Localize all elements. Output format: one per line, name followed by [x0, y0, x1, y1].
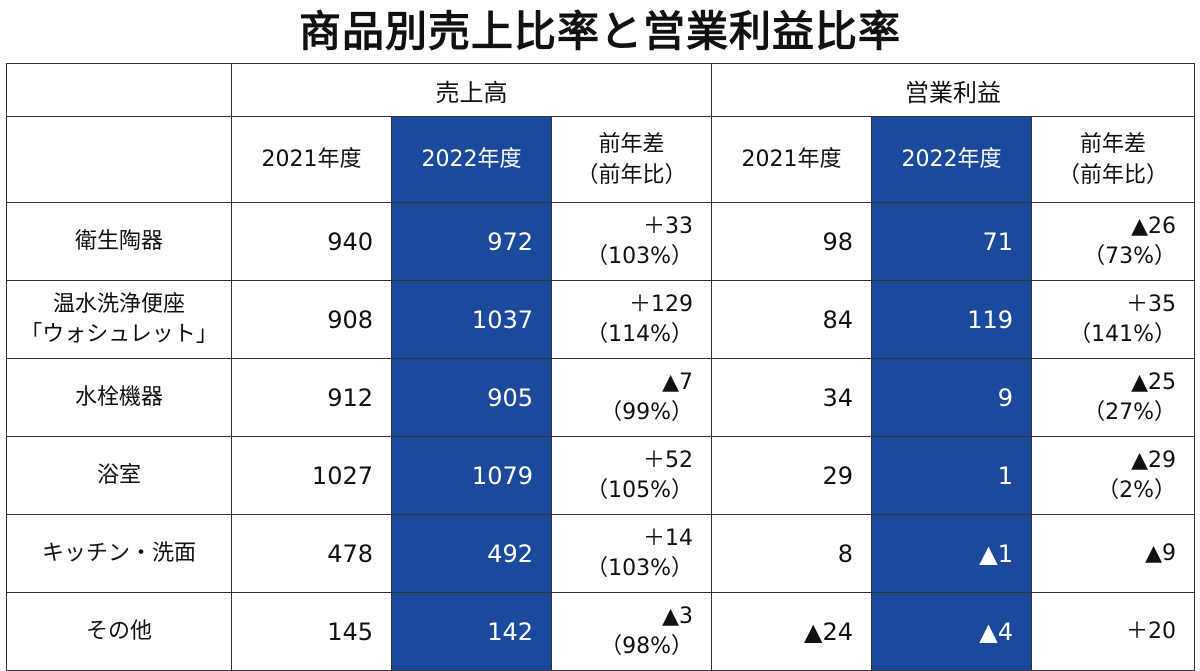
profit-diff-ratio: （73%）: [1083, 243, 1177, 269]
col-header-diff-line1: 前年差: [1080, 131, 1147, 157]
sales-diff-ratio: （105%）: [586, 477, 694, 503]
sales-diff-cell: ▲3 （98%）: [550, 592, 713, 671]
profit-diff-ratio: （141%）: [1069, 321, 1177, 347]
table-row: その他 145 142 ▲3 （98%） ▲24 ▲4 ＋20: [6, 592, 1196, 671]
category-label: 水栓機器: [74, 384, 163, 410]
col-header-profit-diff: 前年差 （前年比）: [1031, 116, 1196, 203]
sales-2021-cell: 1027: [231, 436, 392, 515]
profit-diff-cell: ▲26 （73%）: [1031, 202, 1196, 281]
sales-2022-cell: 142: [391, 592, 552, 671]
profit-2021-cell: 84: [711, 280, 873, 359]
profit-diff-value: ＋20: [1126, 618, 1177, 644]
sales-diff-ratio: （99%）: [600, 399, 694, 425]
profit-diff-ratio: （27%）: [1083, 399, 1177, 425]
col-header-profit-2021: 2021年度: [711, 116, 873, 203]
category-label: 温水洗浄便座: [52, 291, 185, 317]
profit-diff-value: ▲29: [1131, 447, 1177, 473]
profit-diff-cell: ▲9: [1031, 514, 1196, 593]
sales-diff-cell: ＋129 （114%）: [550, 280, 713, 359]
sales-diff-cell: ＋52 （105%）: [550, 436, 713, 515]
profit-diff-value: ▲9: [1145, 540, 1177, 566]
profit-2021-cell: ▲24: [711, 592, 873, 671]
sales-diff-value: ＋52: [643, 447, 694, 473]
sales-2022-cell: 905: [391, 358, 552, 437]
profit-2022-cell: 71: [871, 202, 1033, 281]
sales-diff-value: ▲7: [662, 369, 694, 395]
category-label: キッチン・洗面: [41, 540, 196, 566]
corner-cell: [6, 63, 232, 117]
col-header-sales-diff: 前年差 （前年比）: [550, 116, 713, 203]
sales-diff-value: ＋14: [643, 525, 694, 551]
profit-diff-cell: ＋20: [1031, 592, 1196, 671]
sales-2021-cell: 912: [231, 358, 392, 437]
sales-2022-cell: 492: [391, 514, 552, 593]
category-label: その他: [85, 618, 152, 644]
table-row: 衛生陶器 940 972 ＋33 （103%） 98 71 ▲26 （73%）: [6, 202, 1196, 281]
corner-cell: [6, 116, 232, 203]
col-header-sales-2021: 2021年度: [231, 116, 392, 203]
group-header-profit: 営業利益: [711, 63, 1196, 117]
category-label: 衛生陶器: [74, 228, 163, 254]
sales-diff-ratio: （103%）: [586, 243, 694, 269]
profit-diff-value: ＋35: [1126, 291, 1177, 317]
sales-diff-value: ＋129: [629, 291, 694, 317]
page-title: 商品別売上比率と営業利益比率: [298, 7, 901, 56]
sales-diff-value: ＋33: [643, 213, 694, 239]
col-header-sales-2022: 2022年度: [391, 116, 552, 203]
sales-2021-cell: 908: [231, 280, 392, 359]
profit-2022-cell: 119: [871, 280, 1033, 359]
sales-2022-cell: 972: [391, 202, 552, 281]
profit-2021-cell: 8: [711, 514, 873, 593]
sales-2022-cell: 1079: [391, 436, 552, 515]
sales-2021-cell: 940: [231, 202, 392, 281]
profit-diff-cell: ▲29 （2%）: [1031, 436, 1196, 515]
data-table: 売上高 営業利益 2021年度 2022年度 前年差 （前年比） 2021年度 …: [6, 63, 1196, 671]
sales-diff-cell: ＋14 （103%）: [550, 514, 713, 593]
col-header-diff-line1: 前年差: [598, 131, 665, 157]
profit-2021-cell: 98: [711, 202, 873, 281]
col-header-diff-line2: （前年比）: [576, 162, 687, 188]
table-row: 水栓機器 912 905 ▲7 （99%） 34 9 ▲25 （27%）: [6, 358, 1196, 437]
category-cell: 衛生陶器: [6, 202, 232, 281]
category-cell: その他: [6, 592, 232, 671]
category-cell: 浴室: [6, 436, 232, 515]
category-cell: キッチン・洗面: [6, 514, 232, 593]
sales-diff-ratio: （114%）: [586, 321, 694, 347]
profit-2022-cell: 1: [871, 436, 1033, 515]
sales-2021-cell: 145: [231, 592, 392, 671]
sales-2021-cell: 478: [231, 514, 392, 593]
sales-diff-cell: ＋33 （103%）: [550, 202, 713, 281]
sales-diff-ratio: （103%）: [586, 555, 694, 581]
sales-diff-cell: ▲7 （99%）: [550, 358, 713, 437]
table-row: キッチン・洗面 478 492 ＋14 （103%） 8 ▲1 ▲9: [6, 514, 1196, 593]
profit-diff-value: ▲26: [1131, 213, 1177, 239]
sales-diff-value: ▲3: [662, 603, 694, 629]
group-header-sales: 売上高: [230, 63, 713, 117]
profit-diff-ratio: （2%）: [1097, 477, 1177, 503]
col-header-profit-2022: 2022年度: [871, 116, 1033, 203]
profit-diff-cell: ＋35 （141%）: [1031, 280, 1196, 359]
profit-diff-cell: ▲25 （27%）: [1031, 358, 1196, 437]
profit-2022-cell: ▲1: [871, 514, 1033, 593]
category-cell: 温水洗浄便座「ウォシュレット」: [6, 280, 232, 359]
profit-2022-cell: ▲4: [871, 592, 1033, 671]
sales-2022-cell: 1037: [391, 280, 552, 359]
sales-diff-ratio: （98%）: [600, 633, 694, 659]
table-row: 温水洗浄便座 「ウォシュレット」 908 1037 ＋129 （114%） 84 119 ＋35…: [6, 280, 1196, 359]
category-label-sub: 「ウォシュレット」: [20, 321, 218, 347]
profit-2021-cell: 34: [711, 358, 873, 437]
profit-2022-cell: 9: [871, 358, 1033, 437]
category-cell: 水栓機器: [6, 358, 232, 437]
profit-diff-value: ▲25: [1131, 369, 1177, 395]
col-header-diff-line2: （前年比）: [1058, 162, 1169, 188]
category-label: 浴室: [96, 462, 141, 488]
table-body: 衛生陶器 940 972 ＋33 （103%） 98 71 ▲26 （73%） 温水洗浄便座 「ウォ…: [6, 202, 1196, 671]
profit-2021-cell: 29: [711, 436, 873, 515]
table-row: 浴室 1027 1079 ＋52 （105%） 29 1 ▲29 （2%）: [6, 436, 1196, 515]
